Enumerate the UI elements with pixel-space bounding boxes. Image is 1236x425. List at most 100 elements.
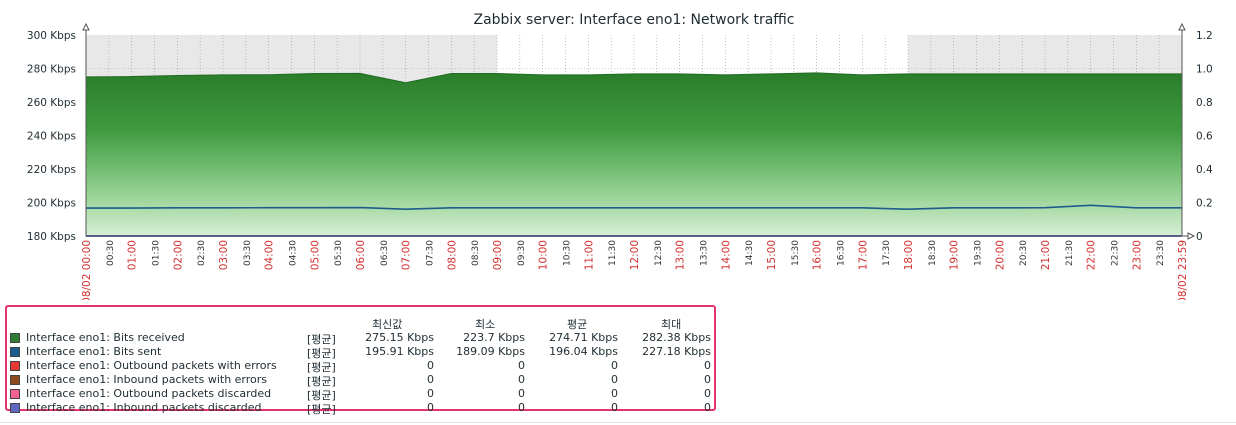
x-tick-label: 09:30 [517,240,527,266]
x-tick-label: 07:00 [401,240,413,270]
y-tick-label-left: 300 Kbps [27,30,76,42]
legend-max-value: 0 [704,359,711,372]
y-tick-label-right: 0.6 [1196,131,1213,143]
x-tick-label: 03:30 [243,240,253,266]
legend-swatch [10,375,20,385]
x-tick-label: 20:30 [1019,240,1029,266]
legend-function: [평균] [307,375,336,388]
x-tick-label: 01:00 [127,240,139,270]
y-tick-label-left: 200 Kbps [27,198,76,210]
x-tick-label: 21:30 [1065,240,1075,266]
legend-max-value: 227.18 Kbps [642,345,711,358]
x-tick-label-start: 08/02 00:00 [81,240,93,300]
legend-max-value: 0 [704,387,711,400]
legend-swatch [10,389,20,399]
x-tick-label: 19:00 [949,240,961,270]
x-tick-label: 15:30 [791,240,801,266]
x-tick-label: 19:30 [974,240,984,266]
legend-function: [평균] [307,389,336,402]
legend-header-min: 최소 [475,318,496,331]
legend-min-value: 223.7 Kbps [463,331,525,344]
y-tick-label-left: 240 Kbps [27,131,76,143]
x-tick-label: 06:00 [355,240,367,270]
x-tick-label: 10:30 [563,240,573,266]
x-tick-label: 21:00 [1040,240,1052,270]
x-tick-label: 11:00 [583,240,595,270]
legend-max-value: 0 [704,373,711,386]
y-axis-right-arrow [1178,22,1186,31]
y-tick-label-left: 220 Kbps [27,164,76,176]
network-traffic-chart: Zabbix server: Interface eno1: Network t… [27,12,1213,300]
x-tick-label: 23:00 [1131,240,1143,270]
y-tick-label-left: 260 Kbps [27,97,76,109]
x-tick-label: 04:00 [264,240,276,270]
legend-row: Interface eno1: Bits received [평균] 275.1… [10,331,715,346]
legend-function: [평균] [307,347,336,360]
legend-last-value: 0 [427,387,434,400]
legend-avg-value: 0 [611,373,618,386]
x-tick-label: 17:30 [882,240,892,266]
y-tick-label-left: 280 Kbps [27,64,76,76]
x-tick-label: 14:30 [745,240,755,266]
y-tick-label-right: 0.2 [1196,198,1213,210]
y-tick-label-right: 0.8 [1196,97,1213,109]
x-tick-label: 16:30 [837,240,847,266]
legend-min-value: 0 [518,401,525,414]
legend-swatch [10,347,20,357]
legend-header-max: 최대 [661,318,682,331]
x-tick-label: 02:30 [197,240,207,266]
legend-min-value: 0 [518,359,525,372]
legend-row: Interface eno1: Inbound packets discarde… [10,401,715,416]
y-tick-label-right: 1.2 [1196,30,1213,42]
legend-avg-value: 274.71 Kbps [549,331,618,344]
x-tick-label: 00:30 [106,240,116,266]
x-tick-label: 12:30 [654,240,664,266]
y-tick-label-right: 0.4 [1196,164,1213,176]
legend-row: Interface eno1: Outbound packets discard… [10,387,715,402]
legend-series-name: Interface eno1: Inbound packets with err… [26,373,268,386]
y-tick-label-right: 0 [1196,231,1203,243]
legend-min-value: 189.09 Kbps [456,345,525,358]
legend-min-value: 0 [518,387,525,400]
page-divider [0,422,1236,423]
legend-row: Interface eno1: Inbound packets with err… [10,373,715,388]
legend: 최신값 최소 평균 최대 Interface eno1: Bits receiv… [5,305,716,416]
legend-series-name: Interface eno1: Bits received [26,331,185,344]
x-tick-label: 05:00 [309,240,321,270]
legend-last-value: 0 [427,401,434,414]
x-tick-label: 06:30 [380,240,390,266]
legend-last-value: 0 [427,359,434,372]
series-line-bits-sent [86,204,1182,211]
x-tick-label: 12:00 [629,240,641,270]
x-tick-label: 04:30 [289,240,299,266]
y-tick-label-left: 180 Kbps [27,231,76,243]
legend-max-value: 0 [704,401,711,414]
legend-swatch [10,403,20,413]
legend-series-name: Interface eno1: Outbound packets with er… [26,359,277,372]
legend-last-value: 195.91 Kbps [365,345,434,358]
x-tick-label: 09:00 [492,240,504,270]
x-tick-label: 13:30 [700,240,710,266]
legend-function: [평균] [307,403,336,416]
legend-avg-value: 0 [611,387,618,400]
legend-row: Interface eno1: Bits sent [평균] 195.91 Kb… [10,345,715,360]
x-tick-label: 16:00 [812,240,824,270]
legend-avg-value: 0 [611,401,618,414]
legend-series-name: Interface eno1: Outbound packets discard… [26,387,272,400]
legend-last-value: 275.15 Kbps [365,331,434,344]
x-tick-label: 18:00 [903,240,915,270]
x-tick-label: 22:30 [1111,240,1121,266]
x-tick-label: 03:00 [218,240,230,270]
legend-header-avg: 평균 [567,318,588,331]
legend-swatch [10,361,20,371]
y-axis-left-arrow [82,22,90,31]
legend-function: [평균] [307,361,336,374]
legend-min-value: 0 [518,373,525,386]
x-tick-label: 08:00 [446,240,458,270]
legend-swatch [10,333,20,343]
legend-row: Interface eno1: Outbound packets with er… [10,359,715,374]
chart-title: Zabbix server: Interface eno1: Network t… [473,12,794,28]
legend-last-value: 0 [427,373,434,386]
x-tick-label: 11:30 [608,240,618,266]
x-axis-arrow [1187,232,1196,240]
